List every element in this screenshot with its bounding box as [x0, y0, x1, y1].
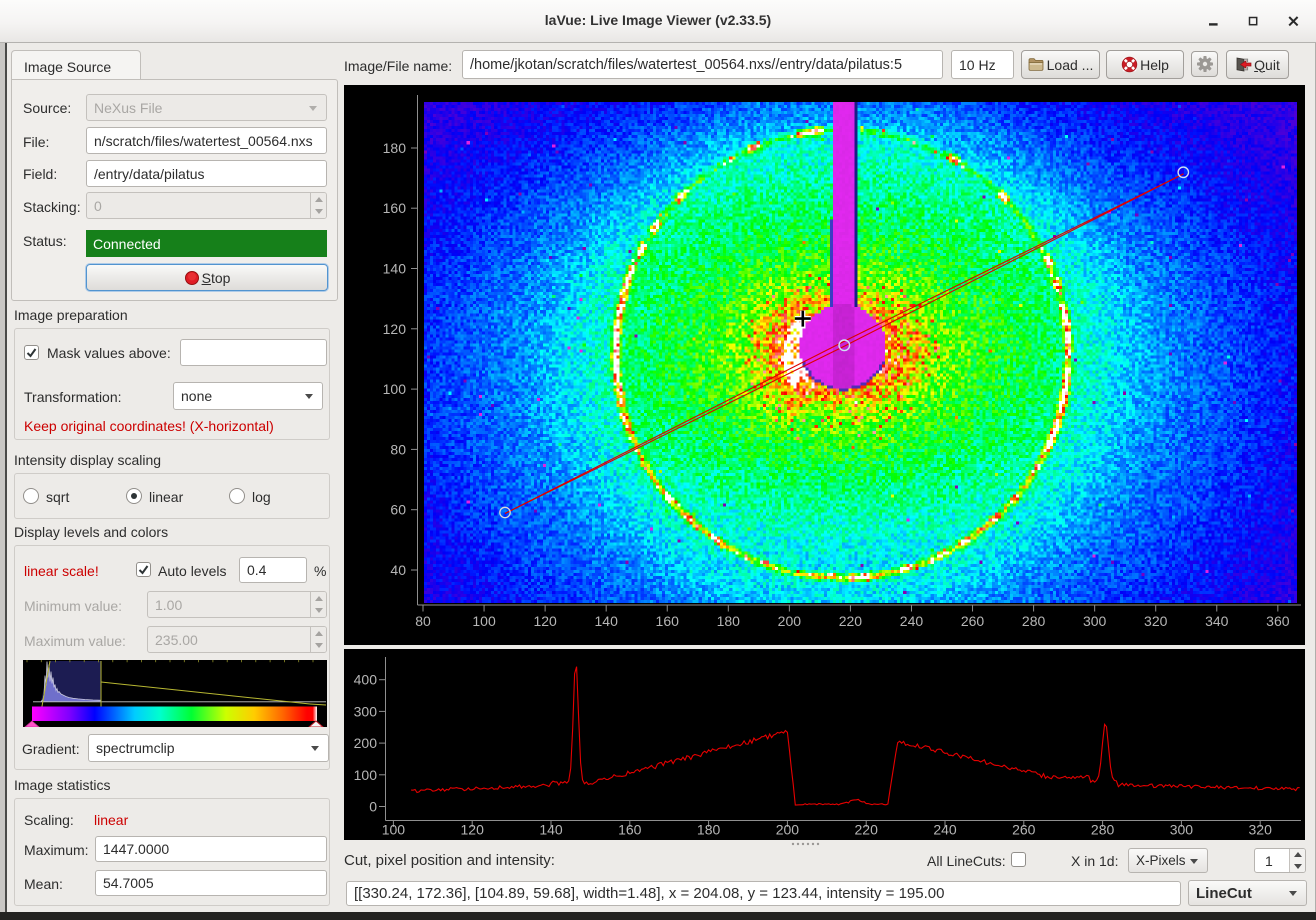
svg-text:140: 140: [539, 822, 563, 838]
svg-text:360: 360: [1266, 613, 1290, 629]
svg-text:160: 160: [383, 200, 407, 216]
svg-text:0: 0: [369, 799, 377, 815]
svg-text:340: 340: [1205, 613, 1229, 629]
svg-text:220: 220: [855, 822, 879, 838]
svg-text:300: 300: [1083, 613, 1107, 629]
svg-text:260: 260: [1012, 822, 1036, 838]
svg-text:200: 200: [776, 822, 800, 838]
svg-text:100: 100: [382, 822, 406, 838]
svg-text:280: 280: [1022, 613, 1046, 629]
svg-text:200: 200: [354, 735, 378, 751]
svg-text:80: 80: [415, 613, 431, 629]
svg-text:140: 140: [383, 261, 407, 277]
svg-text:120: 120: [533, 613, 557, 629]
svg-text:280: 280: [1091, 822, 1115, 838]
svg-text:120: 120: [461, 822, 485, 838]
svg-text:120: 120: [383, 321, 407, 337]
svg-text:300: 300: [354, 703, 378, 719]
svg-text:140: 140: [595, 613, 619, 629]
svg-text:180: 180: [383, 140, 407, 156]
svg-text:260: 260: [961, 613, 985, 629]
svg-text:180: 180: [717, 613, 741, 629]
svg-text:220: 220: [839, 613, 863, 629]
svg-text:100: 100: [383, 381, 407, 397]
svg-text:180: 180: [697, 822, 721, 838]
svg-text:160: 160: [656, 613, 680, 629]
svg-text:320: 320: [1144, 613, 1168, 629]
svg-text:60: 60: [390, 502, 406, 518]
svg-text:100: 100: [472, 613, 496, 629]
svg-text:160: 160: [618, 822, 642, 838]
svg-text:240: 240: [900, 613, 924, 629]
svg-text:200: 200: [778, 613, 802, 629]
svg-text:100: 100: [354, 767, 378, 783]
svg-text:80: 80: [390, 441, 406, 457]
svg-text:240: 240: [933, 822, 957, 838]
svg-text:300: 300: [1170, 822, 1194, 838]
svg-text:400: 400: [354, 672, 378, 688]
svg-text:320: 320: [1249, 822, 1273, 838]
svg-text:40: 40: [390, 562, 406, 578]
